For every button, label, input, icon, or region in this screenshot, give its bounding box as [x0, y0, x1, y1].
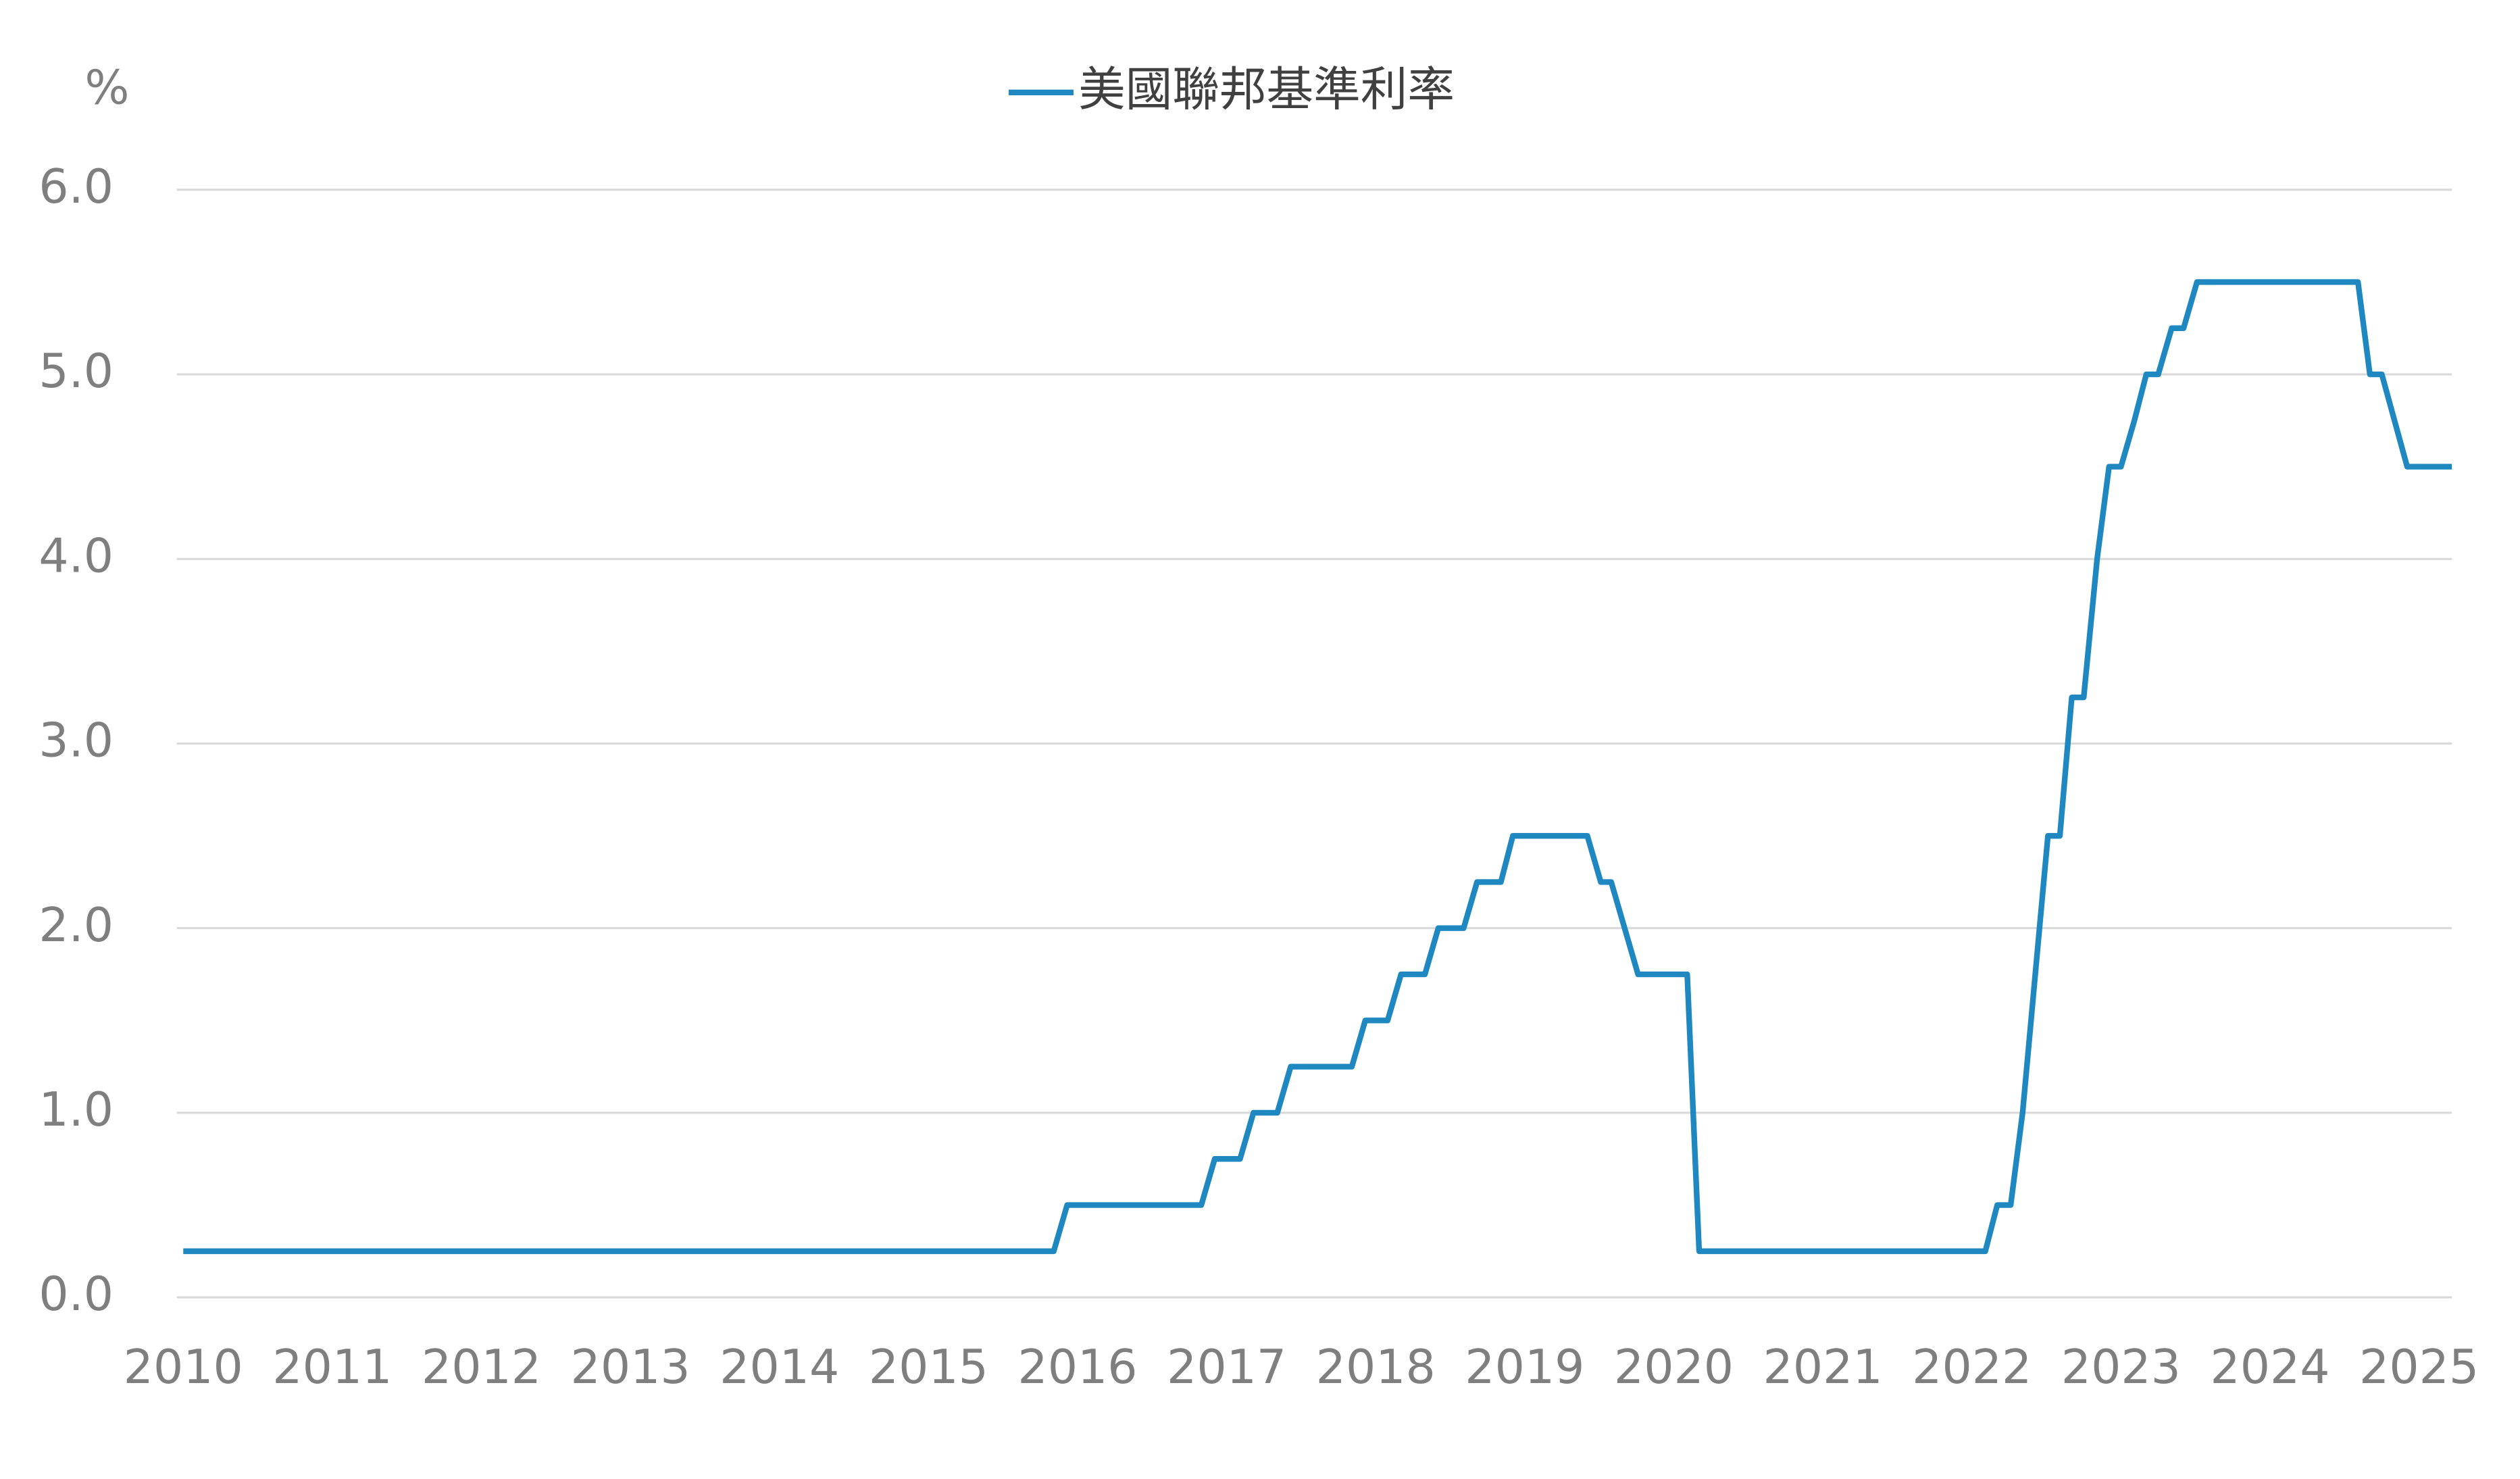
- y-tick-label: 2.0: [39, 898, 114, 953]
- y-tick-label: 6.0: [39, 159, 114, 214]
- x-tick-label: 2018: [1316, 1340, 1436, 1395]
- y-tick-label: 1.0: [39, 1082, 114, 1137]
- y-tick-label: 5.0: [39, 344, 114, 399]
- y-tick-label: 0.0: [39, 1267, 114, 1322]
- x-tick-label: 2014: [720, 1340, 839, 1395]
- x-tick-label: 2015: [869, 1340, 988, 1395]
- x-tick-label: 2025: [2359, 1340, 2479, 1395]
- x-tick-label: 2020: [1614, 1340, 1734, 1395]
- data-line: [183, 279, 2452, 1255]
- x-tick-label: 2021: [1763, 1340, 1883, 1395]
- x-tick-label: 2023: [2061, 1340, 2181, 1395]
- x-tick-label: 2010: [124, 1340, 243, 1395]
- x-tick-label: 2024: [2210, 1340, 2329, 1395]
- x-tick-label: 2022: [1912, 1340, 2032, 1395]
- legend-label: 美國聯邦基準利率: [1078, 62, 1455, 117]
- x-tick-label: 2013: [571, 1340, 690, 1395]
- x-tick-label: 2019: [1465, 1340, 1584, 1395]
- x-tick-label: 2017: [1167, 1340, 1286, 1395]
- y-tick-label: 4.0: [39, 528, 114, 583]
- x-tick-label: 2016: [1017, 1340, 1137, 1395]
- y-unit-label: %: [84, 60, 129, 115]
- x-tick-label: 2012: [422, 1340, 541, 1395]
- x-tick-label: 2011: [272, 1340, 392, 1395]
- y-tick-label: 3.0: [39, 713, 114, 768]
